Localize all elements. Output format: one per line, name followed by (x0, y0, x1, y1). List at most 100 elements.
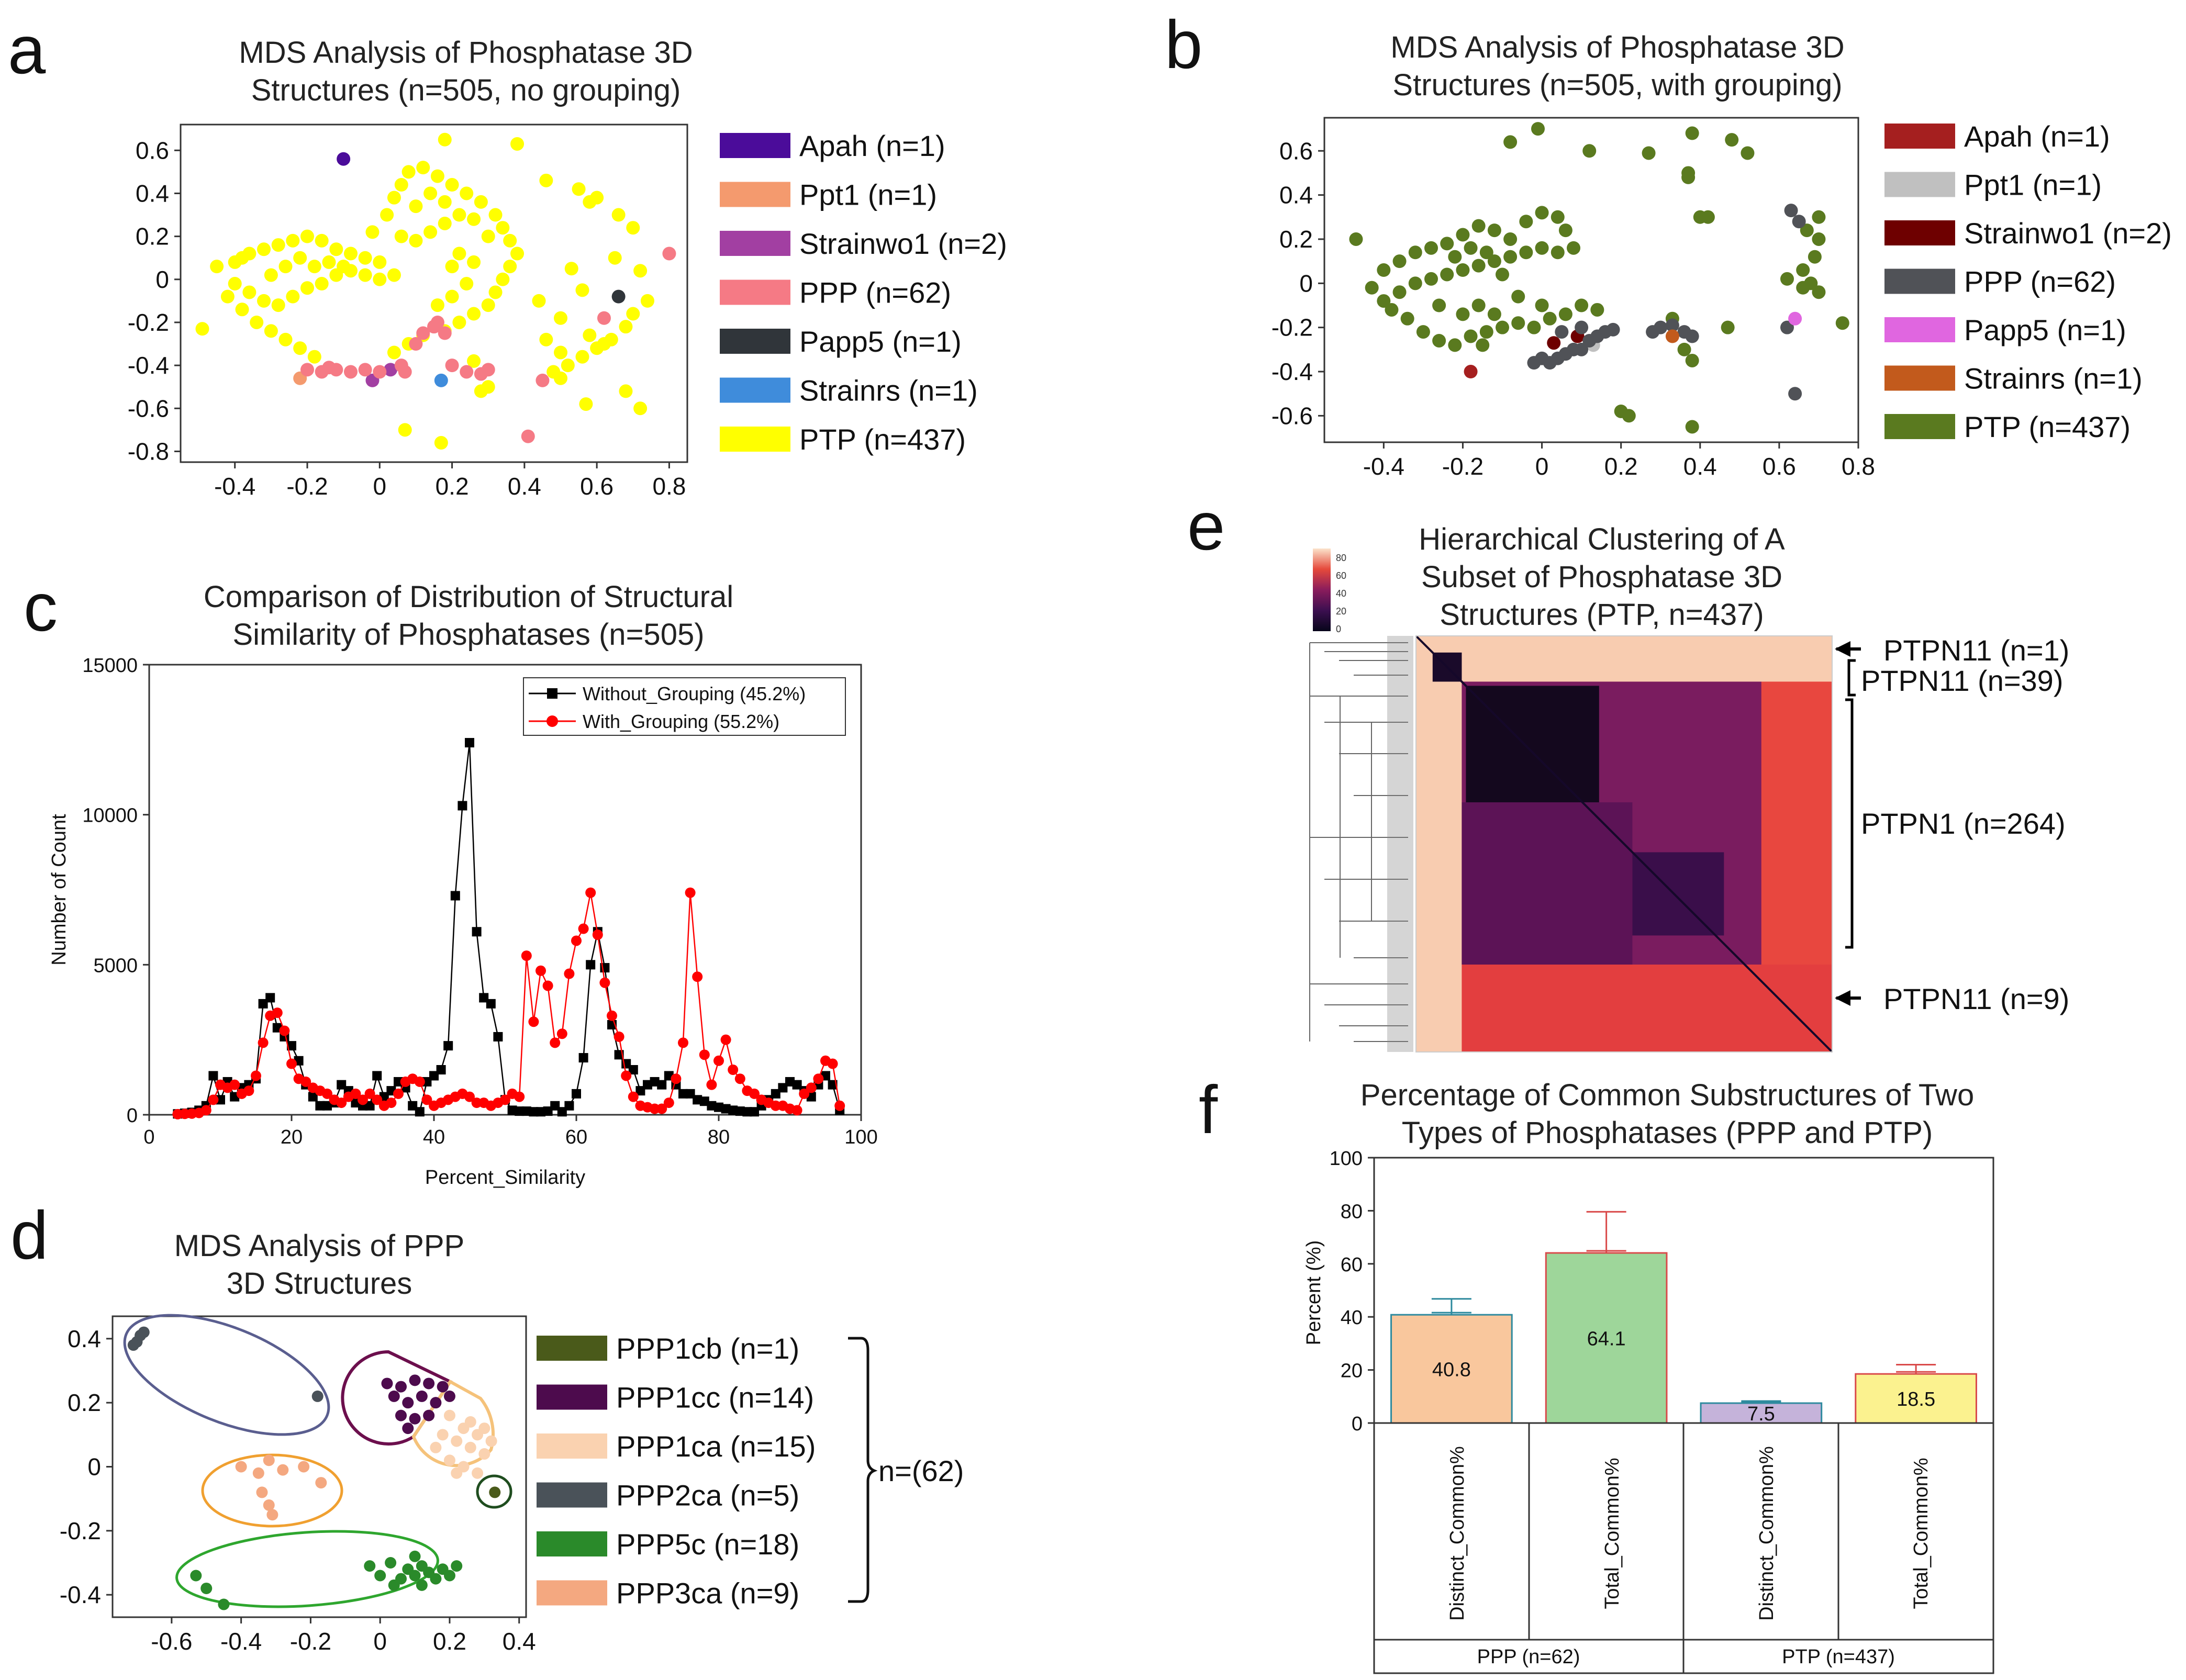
marker-s0-33 (408, 1101, 418, 1111)
point-s6-47 (474, 195, 488, 209)
point-s6-53 (1531, 122, 1545, 136)
cluster-ellipse-ppp3ca (201, 1453, 343, 1528)
x-tick-label-2: 0 (1535, 453, 1549, 480)
point-s6-56 (467, 307, 481, 321)
point-s1-13 (402, 1423, 414, 1435)
marker-s1-30 (386, 1097, 397, 1108)
c-x-tick-label-0: 0 (143, 1126, 154, 1148)
point-s3-18 (1780, 320, 1794, 334)
c-y-tick-label-2: 10000 (82, 805, 138, 827)
panel-b: b MDS Analysis of Phosphatase 3D Structu… (1165, 6, 2172, 480)
point-s6-44 (1456, 307, 1470, 321)
marker-s0-65 (635, 1086, 645, 1096)
legend-swatch-1 (720, 182, 790, 207)
marker-s0-56 (572, 1089, 581, 1099)
panel-d-axes: -0.6 -0.4 -0.2 0 0.2 0.4 0.4 0.2 0 -0.2 -0.4 (60, 1325, 536, 1655)
point-s6-48 (1535, 298, 1549, 312)
point-s6-70 (1780, 272, 1794, 286)
point-s6-65 (452, 208, 466, 222)
y-tick-label-1: 0.4 (1279, 182, 1313, 209)
panel-label-f: f (1199, 1071, 1218, 1148)
x-tick-label-0: -0.6 (151, 1628, 192, 1655)
point-s6-9 (1487, 223, 1501, 238)
marker-s0-67 (650, 1077, 660, 1087)
marker-s1-79 (734, 1073, 745, 1084)
point-s6-74 (1796, 281, 1810, 295)
point-s6-44 (430, 169, 444, 183)
point-s2-11 (478, 1423, 490, 1435)
marker-s1-28 (372, 1094, 383, 1105)
point-s3-17 (1685, 329, 1699, 343)
marker-s0-16 (287, 1041, 296, 1051)
marker-s0-28 (372, 1071, 382, 1081)
bar-0 (1390, 1314, 1513, 1424)
point-s6-80 (398, 423, 412, 437)
legend-label-1: PPP1cc (n=14) (616, 1381, 814, 1414)
point-s6-51 (510, 247, 525, 261)
point-s2-9 (430, 1441, 442, 1453)
annotation-ptpn1-n264: PTPN1 (n=264) (1861, 807, 2066, 840)
legend-label-with-grouping: With_Grouping (55.2%) (583, 711, 779, 732)
point-s2-1 (384, 363, 398, 377)
category-label-ptp-distinct: Distinct_Common% (1756, 1446, 1778, 1621)
f-y-tick-label-4: 80 (1341, 1201, 1363, 1223)
panel-f-axes: 0 20 40 60 80 100 (1330, 1148, 1374, 1435)
panel-a-plot-frame (180, 124, 688, 463)
c-x-tick-label-2: 40 (423, 1126, 445, 1148)
point-s6-66 (1685, 353, 1699, 367)
f-y-tick-label-5: 100 (1330, 1148, 1363, 1170)
marker-s1-12 (258, 1037, 269, 1048)
marker-s0-52 (543, 1106, 553, 1116)
panel-c-legend-box (523, 677, 846, 736)
marker-s1-31 (393, 1088, 404, 1099)
x-tick-label-6: 0.8 (1842, 453, 1875, 480)
point-s6-45 (1471, 298, 1486, 312)
marker-s0-48 (515, 1106, 525, 1116)
point-s6-41 (1479, 245, 1493, 260)
point-s1-4 (437, 1381, 449, 1393)
f-y-tick-label-3: 60 (1341, 1254, 1363, 1276)
heatmap-frame (1415, 635, 1833, 1052)
point-s6-18 (300, 281, 314, 295)
point-s6-99 (564, 262, 578, 276)
marker-s0-64 (628, 1065, 638, 1074)
point-s6-28 (1408, 276, 1422, 290)
point-s3-3 (343, 365, 358, 379)
marker-s1-56 (571, 935, 582, 946)
point-s6-76 (1812, 232, 1826, 246)
point-s6-70 (423, 186, 438, 200)
point-s6-36 (1535, 241, 1549, 255)
point-s6-52 (503, 260, 517, 274)
point-s6-31 (1456, 263, 1470, 277)
point-s6-58 (1741, 146, 1755, 160)
point-s6-62 (1693, 210, 1707, 224)
marker-s1-64 (628, 1091, 639, 1102)
point-s3-10 (438, 326, 452, 340)
bar-value-label-3: 18.5 (1897, 1388, 1935, 1410)
point-s3-16 (536, 373, 550, 387)
point-s3-10 (1606, 322, 1620, 337)
point-s3-12 (460, 365, 474, 379)
point-s6-86 (583, 195, 597, 209)
colorbar-tick-3: 20 (1336, 606, 1346, 617)
point-s0-0 (1464, 365, 1478, 379)
point-s6-53 (496, 272, 510, 286)
panel-e-title-line1: Hierarchical Clustering of A (1419, 522, 1785, 556)
legend-label-4: PPP5c (n=18) (616, 1528, 799, 1561)
colorbar-tick-0: 80 (1336, 553, 1346, 563)
point-s6-29 (1424, 272, 1438, 286)
point-s6-74 (445, 260, 459, 274)
point-s5-0 (1665, 329, 1679, 343)
heatmap-diagonal (1415, 635, 1833, 1053)
point-s6-30 (293, 341, 307, 355)
x-tick-label-5: 0.6 (1763, 453, 1796, 480)
legend-swatch-1 (537, 1384, 607, 1410)
point-s3-2 (138, 1326, 150, 1338)
point-s6-110 (619, 384, 633, 398)
bracket-ptpn1-n264 (1845, 698, 1854, 949)
point-s3-11 (445, 359, 459, 373)
panel-a-title-line1: MDS Analysis of Phosphatase 3D (239, 36, 693, 70)
point-s6-35 (1519, 245, 1533, 260)
legend-marker-with-grouping (546, 715, 558, 727)
marker-s1-89 (806, 1082, 817, 1093)
